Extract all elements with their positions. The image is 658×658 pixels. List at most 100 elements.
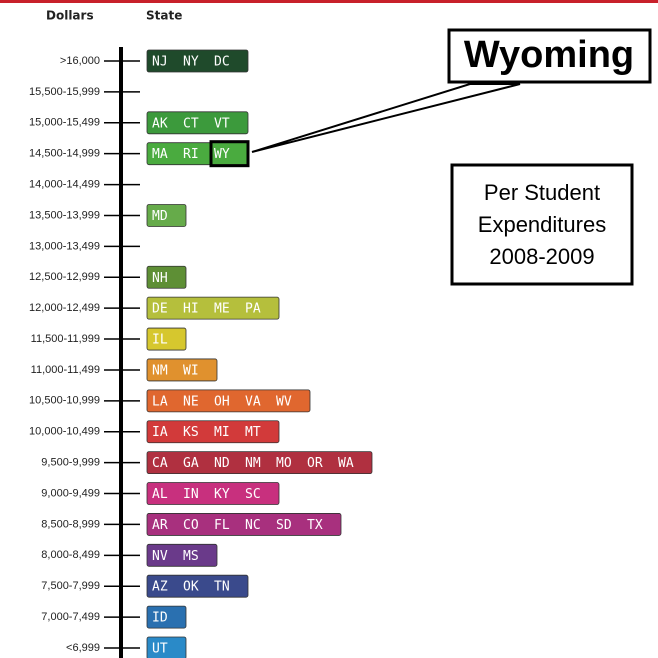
top-rule: [0, 0, 658, 3]
state: FL: [214, 518, 230, 533]
state: VT: [214, 116, 230, 131]
state: SD: [276, 518, 292, 533]
state: LA: [152, 394, 168, 409]
state: SC: [245, 487, 261, 502]
state: AK: [152, 116, 168, 131]
state-header: State: [146, 9, 182, 23]
state-bar: [146, 111, 249, 135]
state: MT: [245, 425, 261, 440]
state: WI: [183, 363, 199, 378]
range-label: 7,500-7,999: [41, 580, 100, 592]
state-bar: [146, 605, 187, 629]
state: DE: [152, 302, 168, 317]
state: UT: [152, 642, 168, 657]
state-bar: [146, 389, 311, 413]
highlight: [209, 140, 250, 168]
state: HI: [183, 302, 199, 317]
state: NC: [245, 518, 261, 533]
range-label: 12,000-12,499: [29, 302, 100, 314]
state: NV: [152, 549, 168, 564]
range-label: >16,000: [60, 55, 100, 67]
state-bar: [146, 574, 249, 598]
state: WA: [338, 456, 354, 471]
state: TX: [307, 518, 323, 533]
state: NM: [245, 456, 261, 471]
state-bar: [146, 451, 373, 475]
state-bar: [146, 265, 187, 289]
state: AZ: [152, 580, 168, 595]
state-bar: [146, 296, 280, 320]
note-line: Expenditures: [478, 212, 606, 237]
note-box: [450, 163, 634, 286]
state: KY: [214, 487, 230, 502]
state: IN: [183, 487, 199, 502]
state: NH: [152, 271, 168, 286]
state-bar: [146, 49, 249, 73]
range-label: 9,000-9,499: [41, 487, 100, 499]
callout-box: [447, 28, 652, 84]
state: AR: [152, 518, 168, 533]
callout-pointer: [251, 83, 521, 153]
state: WY: [214, 147, 230, 162]
range-label: 15,500-15,999: [29, 86, 100, 98]
state: AL: [152, 487, 168, 502]
callout-text: Wyoming: [464, 34, 634, 76]
state-bar: [146, 327, 187, 351]
range-label: 14,500-14,999: [29, 148, 100, 160]
state-bar: [146, 482, 280, 505]
state: GA: [183, 456, 199, 471]
state: MS: [183, 549, 199, 564]
range-label: 11,500-11,999: [31, 333, 100, 345]
state: DC: [214, 55, 230, 70]
state: ID: [152, 611, 168, 626]
state: MO: [276, 456, 292, 471]
range-label: 14,000-14,499: [29, 178, 100, 190]
range-label: <6,999: [66, 642, 100, 654]
state: CT: [183, 116, 199, 131]
state: NY: [183, 55, 199, 70]
range-label: 10,000-10,499: [29, 426, 100, 438]
state: NJ: [152, 55, 168, 70]
state: RI: [183, 147, 199, 162]
state: MD: [152, 209, 168, 224]
state: TN: [214, 580, 230, 595]
state: VA: [245, 394, 261, 409]
note-line: Per Student: [484, 180, 600, 205]
state: WV: [276, 394, 292, 409]
range-label: 13,500-13,999: [29, 209, 100, 221]
state: CO: [183, 518, 199, 533]
state: PA: [245, 302, 261, 317]
dollars-header: Dollars: [46, 9, 94, 23]
state: NM: [152, 363, 168, 378]
range-label: 11,000-11,499: [31, 364, 100, 376]
state: OK: [183, 580, 199, 595]
state: OH: [214, 394, 230, 409]
state: MI: [214, 425, 230, 440]
state: KS: [183, 425, 199, 440]
range-label: 7,000-7,499: [41, 611, 100, 623]
state: MA: [152, 147, 168, 162]
state-bar: [146, 358, 218, 382]
state-bar: [146, 513, 342, 536]
range-label: 8,500-8,999: [41, 518, 100, 530]
range-label: 15,000-15,499: [29, 117, 100, 129]
note-line: 2008-2009: [489, 244, 594, 269]
state-bar: [146, 420, 280, 444]
range-label: 13,000-13,499: [29, 240, 100, 252]
range-label: 9,500-9,999: [41, 457, 100, 469]
state-bar: [146, 204, 187, 227]
range-label: 12,500-12,999: [29, 271, 100, 283]
state: ME: [214, 302, 230, 317]
state: NE: [183, 394, 199, 409]
state: CA: [152, 456, 168, 471]
state: IA: [152, 425, 168, 440]
range-label: 10,500-10,999: [29, 395, 100, 407]
state: OR: [307, 456, 323, 471]
state-bar: [146, 636, 187, 658]
state-bar: [146, 543, 218, 567]
state: ND: [214, 456, 230, 471]
state: IL: [152, 333, 168, 348]
range-label: 8,000-8,499: [41, 549, 100, 561]
